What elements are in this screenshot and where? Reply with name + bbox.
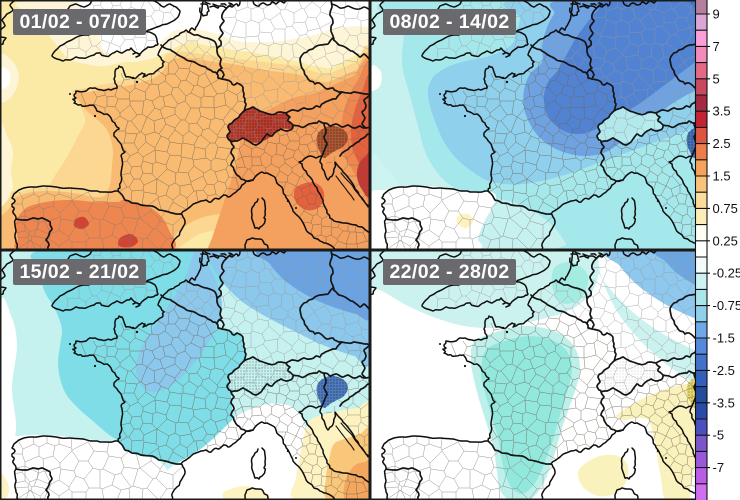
svg-text:-1.5: -1.5 — [713, 331, 735, 346]
svg-text:08/02 - 14/02: 08/02 - 14/02 — [389, 11, 509, 33]
svg-text:-0.25: -0.25 — [713, 266, 740, 281]
svg-text:0.25: 0.25 — [713, 233, 738, 248]
svg-text:-5: -5 — [713, 428, 725, 443]
svg-text:-3.5: -3.5 — [713, 395, 735, 410]
svg-text:-0.75: -0.75 — [713, 298, 740, 313]
svg-text:-7: -7 — [713, 460, 725, 475]
svg-text:-2.5: -2.5 — [713, 363, 735, 378]
svg-text:22/02 - 28/02: 22/02 - 28/02 — [389, 261, 509, 283]
svg-text:0.75: 0.75 — [713, 201, 738, 216]
svg-text:1.5: 1.5 — [713, 169, 731, 184]
svg-text:9: 9 — [713, 7, 720, 22]
svg-text:01/02 - 07/02: 01/02 - 07/02 — [19, 11, 139, 33]
svg-text:3.5: 3.5 — [713, 104, 731, 119]
svg-text:2.5: 2.5 — [713, 136, 731, 151]
svg-text:15/02 - 21/02: 15/02 - 21/02 — [19, 261, 139, 283]
svg-text:7: 7 — [713, 39, 720, 54]
svg-text:5: 5 — [713, 71, 720, 86]
